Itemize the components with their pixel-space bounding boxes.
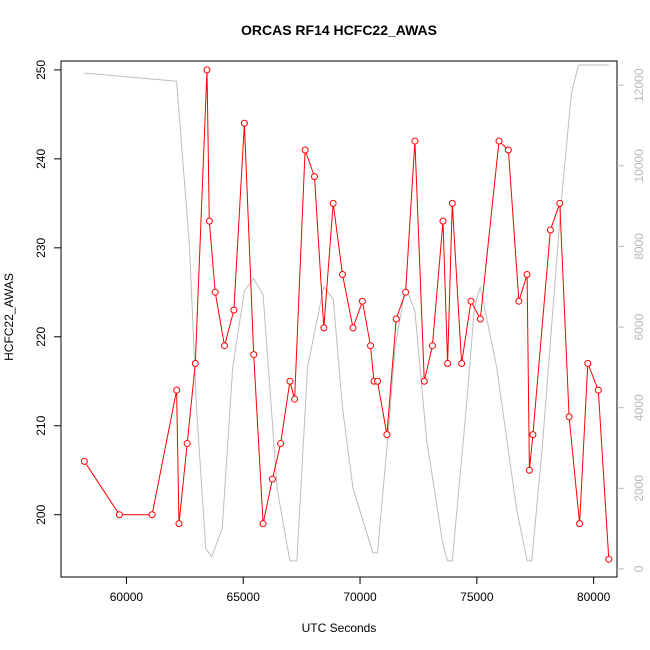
y-tick-label: 240 (34, 149, 48, 169)
y-tick-label: 230 (34, 237, 48, 257)
data-point (268, 475, 276, 483)
data-point (525, 466, 533, 474)
data-point (467, 297, 475, 305)
data-point (529, 431, 537, 439)
x-tick-label: 70000 (343, 590, 377, 604)
y-tick-label: 220 (34, 326, 48, 346)
data-point (320, 324, 328, 332)
data-point (458, 359, 466, 367)
y-axis-right: 0 2000 4000 6000 8000 10000 12000 (617, 68, 646, 572)
data-point (329, 199, 337, 207)
data-point (546, 226, 554, 234)
data-point (420, 377, 428, 385)
data-point (584, 359, 592, 367)
data-point (211, 288, 219, 296)
y2-tick-label: 2000 (632, 475, 646, 502)
x-tick-label: 80000 (577, 590, 611, 604)
data-point (594, 386, 602, 394)
data-point (448, 199, 456, 207)
data-point (504, 146, 512, 154)
chart-title: ORCAS RF14 HCFC22_AWAS (241, 22, 437, 38)
data-point (240, 119, 248, 127)
data-point (301, 146, 309, 154)
y2-tick-label: 12000 (632, 68, 646, 102)
data-point (286, 377, 294, 385)
data-point (250, 351, 258, 359)
data-point (402, 288, 410, 296)
data-point (191, 359, 199, 367)
data-point (444, 359, 452, 367)
x-tick-label: 60000 (110, 590, 144, 604)
data-point (175, 520, 183, 528)
data-point (439, 217, 447, 225)
y-tick-label: 200 (34, 504, 48, 524)
data-point (259, 520, 267, 528)
data-point (277, 440, 285, 448)
x-axis-label: UTC Seconds (302, 621, 377, 635)
data-point (173, 386, 181, 394)
y-tick-label: 250 (34, 60, 48, 80)
data-point (339, 271, 347, 279)
data-point (605, 555, 613, 563)
data-point (565, 413, 573, 421)
data-point (230, 306, 238, 314)
data-point (428, 342, 436, 350)
y-tick-label: 210 (34, 415, 48, 435)
data-point (476, 315, 484, 323)
y2-tick-label: 0 (632, 565, 646, 572)
data-point (556, 199, 564, 207)
y-axis-left: 200 210 220 230 240 250 (34, 60, 61, 525)
series-line-right-axis (84, 64, 609, 562)
data-point (383, 431, 391, 439)
data-point (358, 297, 366, 305)
data-point (374, 377, 382, 385)
data-point (349, 324, 357, 332)
y2-tick-label: 10000 (632, 149, 646, 183)
plot-frame (60, 60, 618, 578)
data-point (576, 520, 584, 528)
x-axis: 60000 65000 70000 75000 80000 (110, 577, 611, 604)
data-point (515, 297, 523, 305)
x-tick-label: 65000 (227, 590, 261, 604)
series-layer (80, 64, 613, 563)
data-point (291, 395, 299, 403)
y2-tick-label: 8000 (632, 233, 646, 260)
data-point (221, 342, 229, 350)
data-point (148, 511, 156, 519)
data-point (203, 66, 211, 74)
y2-tick-label: 4000 (632, 394, 646, 421)
data-point (80, 457, 88, 465)
data-point (411, 137, 419, 145)
data-point (310, 173, 318, 181)
data-point (115, 511, 123, 519)
data-point (495, 137, 503, 145)
data-point (367, 342, 375, 350)
series-line-hcfc22 (83, 69, 610, 560)
y2-tick-label: 6000 (632, 313, 646, 340)
data-point (392, 315, 400, 323)
data-point (183, 440, 191, 448)
data-point (205, 217, 213, 225)
data-point (523, 271, 531, 279)
y-axis-label: HCFC22_AWAS (2, 273, 16, 361)
x-tick-label: 75000 (460, 590, 494, 604)
